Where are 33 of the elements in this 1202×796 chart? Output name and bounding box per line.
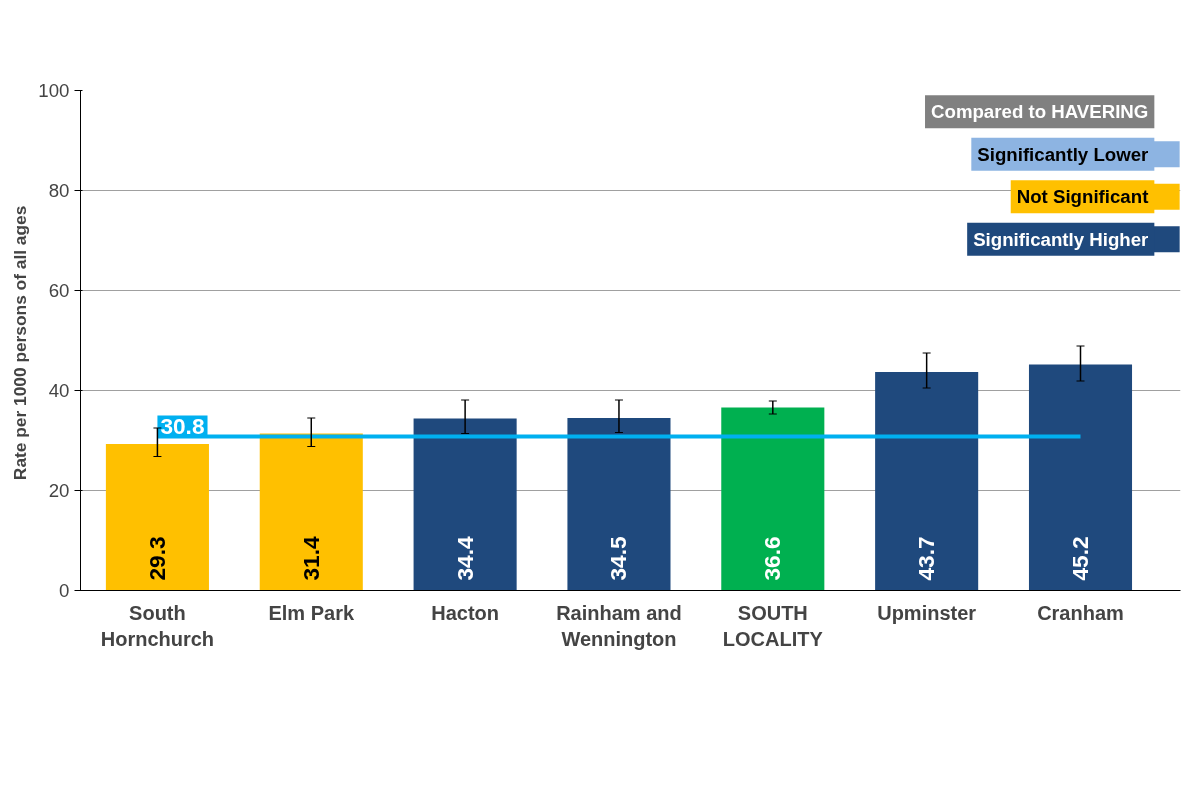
data-label: 34.5 (605, 536, 632, 581)
bar (259, 433, 363, 591)
x-tick-label: Elm Park (268, 601, 355, 624)
x-tick-label: South Hornchurch (100, 601, 215, 650)
y-tick-label: 60 (48, 280, 70, 301)
bar (875, 372, 979, 591)
bar (413, 418, 517, 591)
bar (105, 444, 209, 591)
bar (567, 418, 671, 591)
data-label: 36.6 (759, 536, 786, 581)
y-tick-label: 40 (48, 380, 70, 401)
y-tick-label: 80 (48, 180, 70, 201)
data-label: 29.3 (143, 536, 170, 581)
x-tick-label: SOUTH LOCALITY (722, 601, 824, 650)
data-label: 31.4 (297, 536, 324, 581)
bar (721, 407, 825, 591)
legend-label: Not Significant (1016, 186, 1149, 208)
y-tick-label: 20 (48, 480, 70, 501)
y-axis-title: Rate per 1000 persons of all ages (10, 205, 31, 481)
ref-line-label: 30.8 (160, 412, 205, 439)
legend-label: Significantly Higher (973, 228, 1149, 250)
x-tick-label: Rainham and Wennington (556, 601, 682, 650)
x-tick-label: Upminster (877, 601, 977, 624)
y-tick-label: 100 (38, 80, 70, 101)
legend-label: Significantly Lower (977, 143, 1149, 165)
data-label: 45.2 (1067, 536, 1093, 581)
bar (1028, 364, 1133, 591)
data-label: 43.7 (913, 536, 940, 581)
legend-title: Compared to HAVERING (931, 101, 1149, 123)
y-tick-label: 0 (59, 580, 70, 601)
data-label: 34.4 (451, 536, 478, 581)
x-tick-label: Cranham (1037, 601, 1124, 624)
x-tick-label: Hacton (431, 601, 500, 624)
